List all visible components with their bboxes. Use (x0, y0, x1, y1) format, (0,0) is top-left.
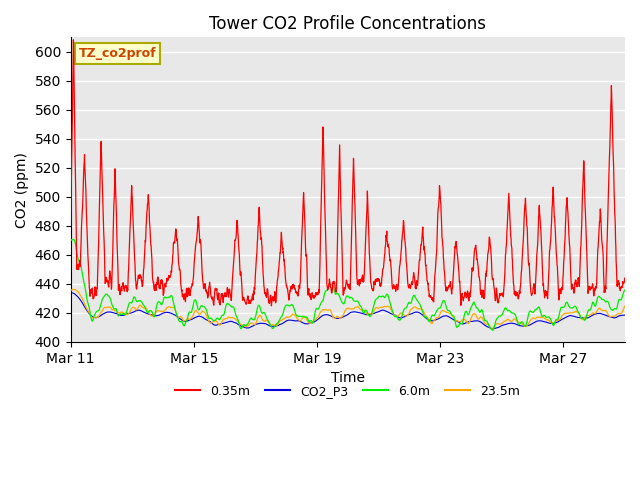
Legend: 0.35m, CO2_P3, 6.0m, 23.5m: 0.35m, CO2_P3, 6.0m, 23.5m (170, 380, 525, 403)
Text: TZ_co2prof: TZ_co2prof (79, 47, 157, 60)
X-axis label: Time: Time (331, 371, 365, 385)
Title: Tower CO2 Profile Concentrations: Tower CO2 Profile Concentrations (209, 15, 486, 33)
Y-axis label: CO2 (ppm): CO2 (ppm) (15, 152, 29, 228)
